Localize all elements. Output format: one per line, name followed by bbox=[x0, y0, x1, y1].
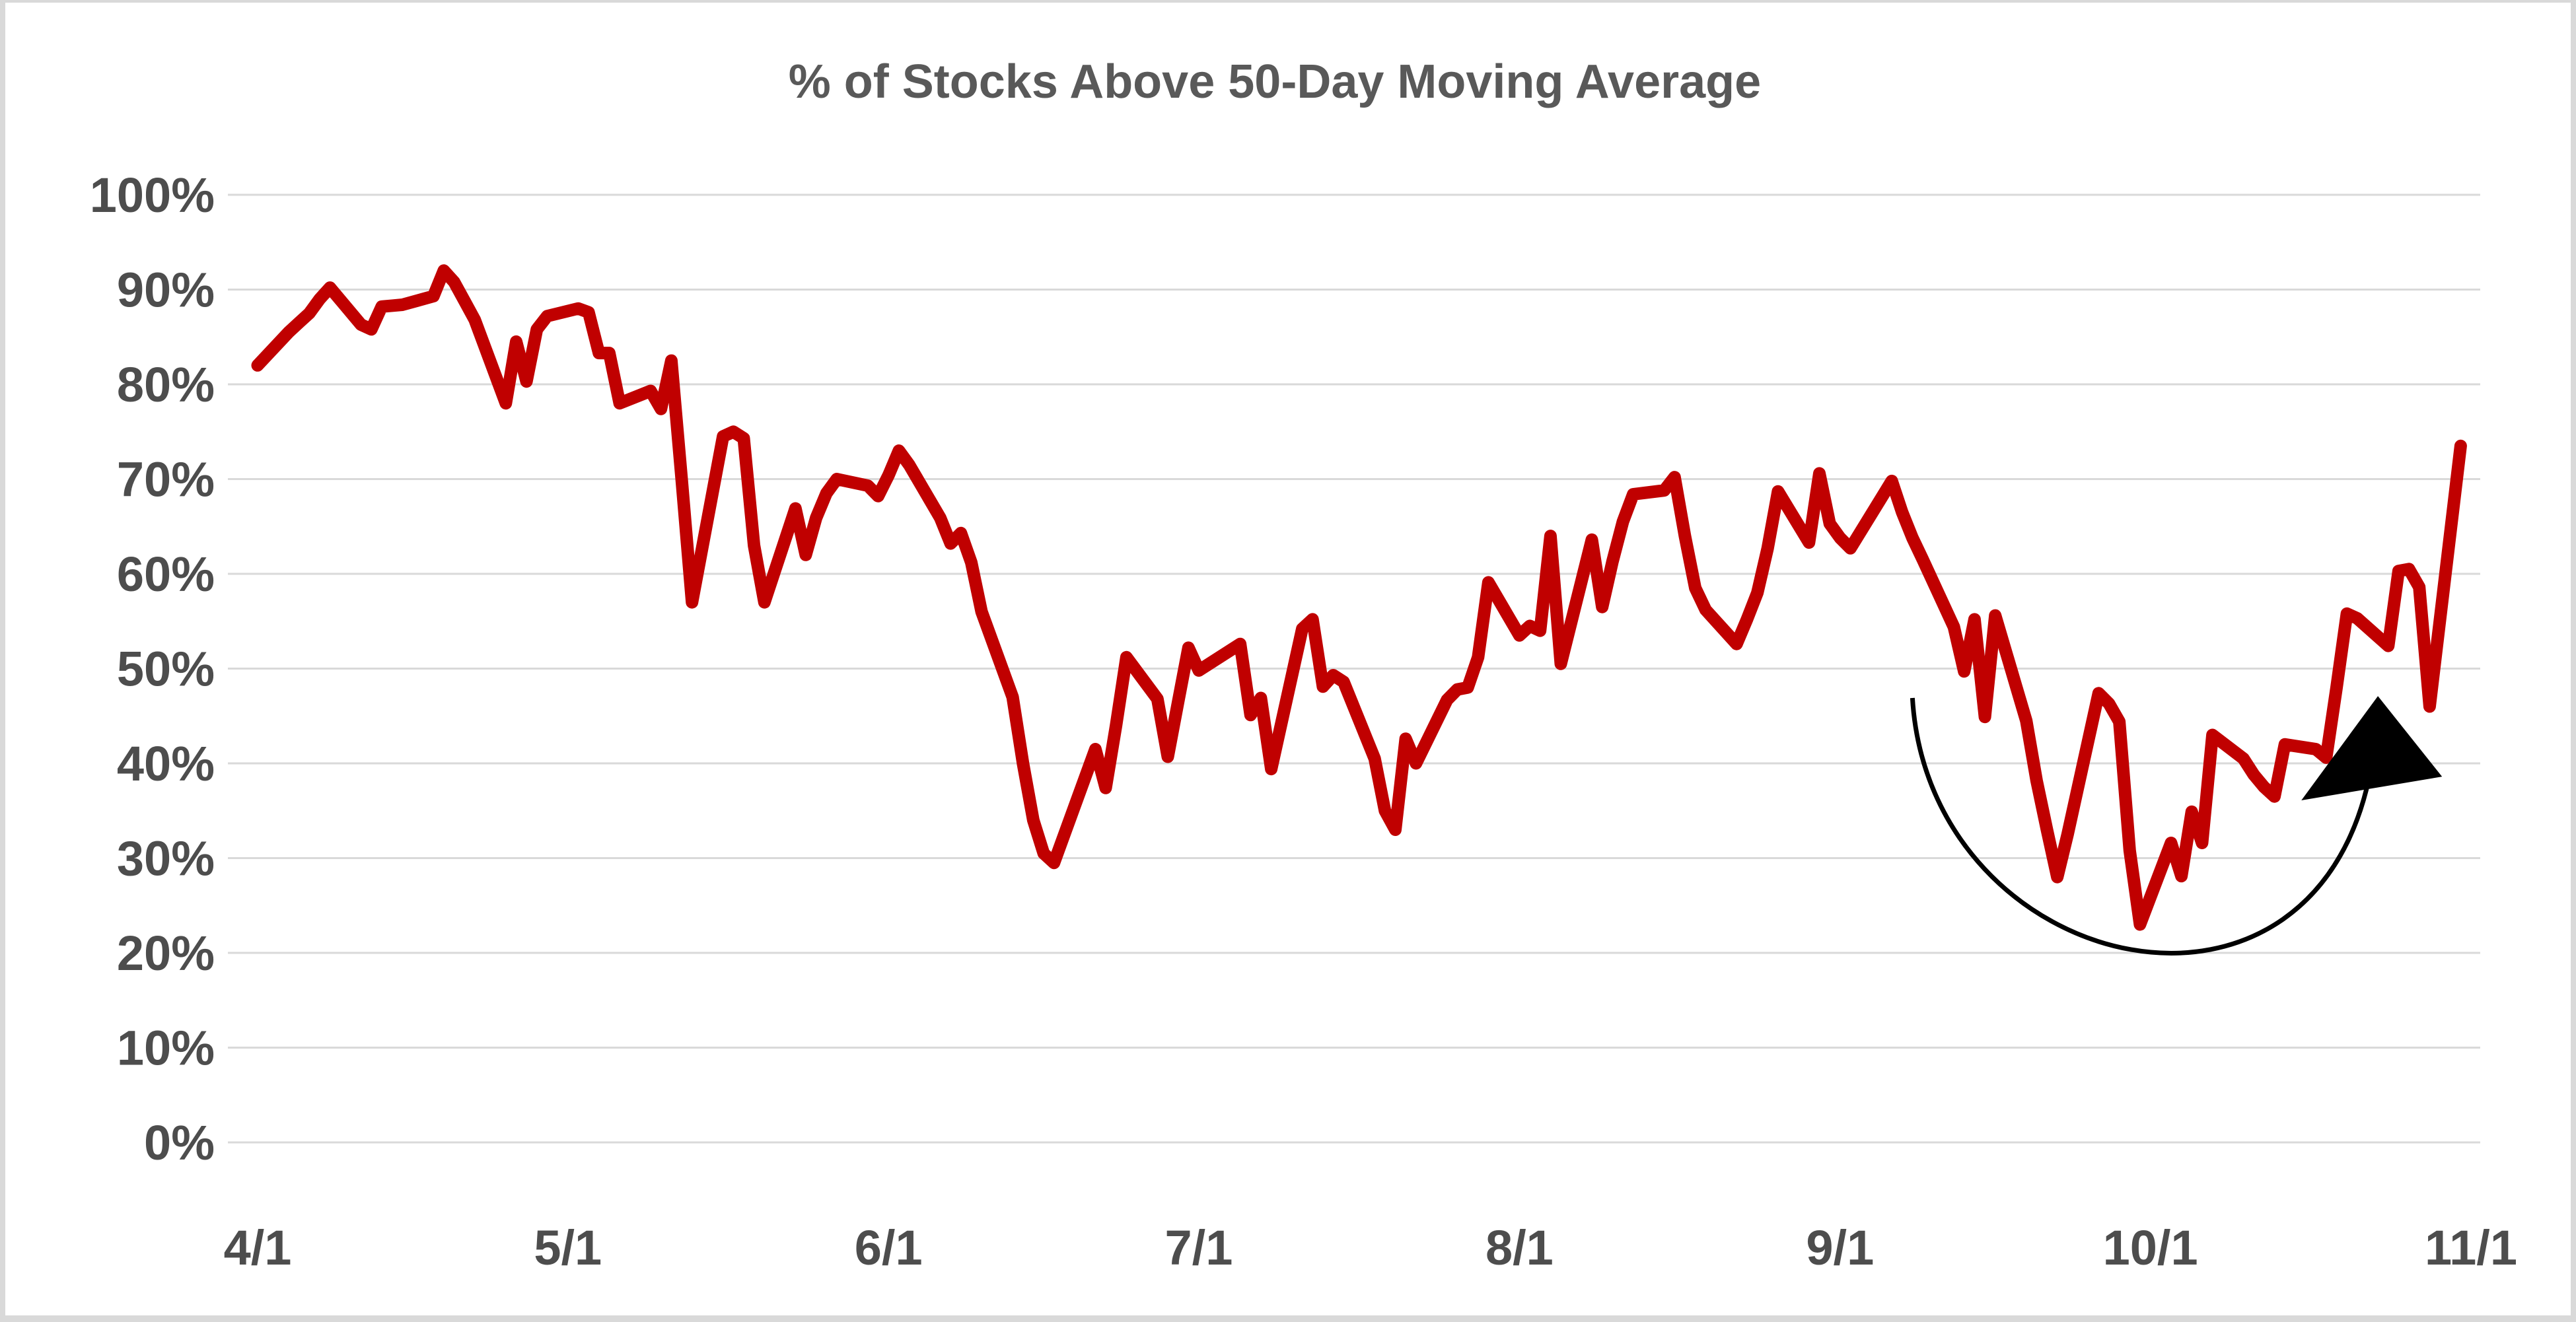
breadth-line-series bbox=[251, 264, 2467, 931]
y-tick-label: 20% bbox=[117, 926, 215, 981]
y-tick-label: 80% bbox=[117, 357, 215, 412]
y-tick-label: 60% bbox=[117, 547, 215, 602]
y-tick-label: 70% bbox=[117, 452, 215, 507]
x-tick-label: 5/1 bbox=[534, 1220, 602, 1275]
y-tick-label: 90% bbox=[117, 263, 215, 318]
y-axis-labels: 0% 10% 20% 30% 40% 50% 60% 70% 80% 90% 100% bbox=[90, 168, 215, 1170]
y-tick-label: 100% bbox=[90, 168, 215, 223]
y-tick-label: 40% bbox=[117, 736, 215, 791]
x-tick-label: 11/1 bbox=[2425, 1220, 2517, 1275]
x-axis-labels: 4/1 5/1 6/1 7/1 8/1 9/1 10/1 11/1 bbox=[224, 1220, 2517, 1275]
x-tick-label: 4/1 bbox=[224, 1220, 292, 1275]
x-tick-label: 7/1 bbox=[1165, 1220, 1233, 1275]
gridlines bbox=[228, 193, 2480, 1144]
chart-title: % of Stocks Above 50-Day Moving Average bbox=[789, 55, 1761, 108]
y-tick-label: 0% bbox=[144, 1115, 215, 1170]
x-tick-label: 10/1 bbox=[2103, 1220, 2198, 1275]
x-tick-label: 6/1 bbox=[855, 1220, 923, 1275]
y-tick-label: 30% bbox=[117, 831, 215, 886]
y-tick-label: 50% bbox=[117, 642, 215, 697]
y-tick-label: 10% bbox=[117, 1021, 215, 1076]
annotation-arc bbox=[1910, 697, 2375, 956]
x-tick-label: 9/1 bbox=[1806, 1220, 1874, 1275]
plot-background bbox=[5, 3, 2571, 1315]
x-tick-label: 8/1 bbox=[1485, 1220, 1554, 1275]
annotation-arrowhead-icon bbox=[2301, 696, 2443, 800]
